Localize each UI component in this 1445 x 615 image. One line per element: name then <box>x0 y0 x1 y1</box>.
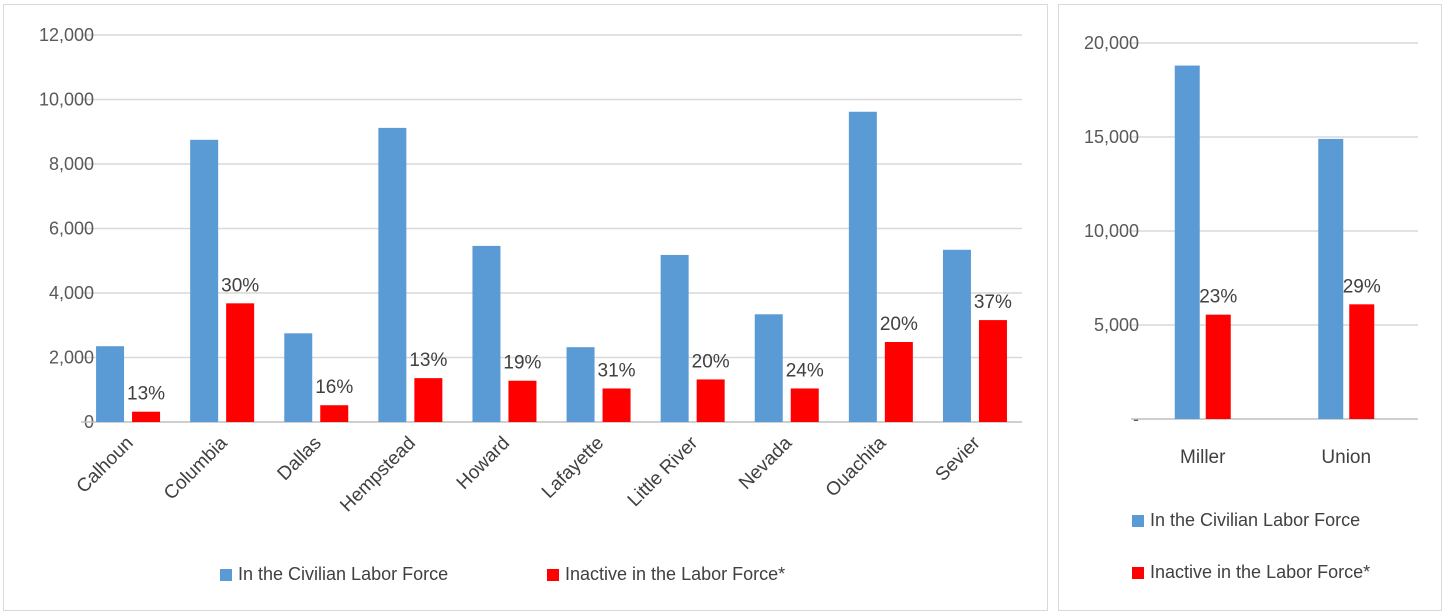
bar-in-the-civilian-labor-force-sevier <box>942 249 971 422</box>
legend-swatch-inactive-in-the-labor-force <box>547 569 559 581</box>
data-label-union: 29% <box>1343 276 1381 297</box>
bar-in-the-civilian-labor-force-dallas <box>284 333 313 422</box>
data-label-ouachita: 20% <box>880 314 918 335</box>
x-category-label: Nevada <box>735 432 796 493</box>
bar-inactive-in-the-labor-force-little-river <box>696 379 725 422</box>
legend-swatch-in-the-civilian-labor-force <box>1132 515 1144 527</box>
x-category-label: Little River <box>624 432 703 511</box>
y-tick-label: 20,000 <box>1084 33 1139 53</box>
bar-inactive-in-the-labor-force-sevier <box>978 320 1007 422</box>
legend-label-in-the-civilian-labor-force: In the Civilian Labor Force <box>238 564 448 584</box>
legend-label-inactive-in-the-labor-force: Inactive in the Labor Force* <box>1150 562 1370 582</box>
data-label-howard: 19% <box>503 353 541 374</box>
y-tick-label: 12,000 <box>39 25 94 45</box>
data-label-dallas: 16% <box>315 377 353 398</box>
bar-inactive-in-the-labor-force-union <box>1349 304 1375 419</box>
x-category-label: Columbia <box>160 432 232 504</box>
legend-swatch-in-the-civilian-labor-force <box>220 569 232 581</box>
x-category-label: Lafayette <box>538 433 608 503</box>
y-tick-label: 4,000 <box>49 283 94 303</box>
bar-in-the-civilian-labor-force-howard <box>472 245 501 422</box>
bar-in-the-civilian-labor-force-miller <box>1174 65 1200 419</box>
bar-inactive-in-the-labor-force-dallas <box>320 405 349 422</box>
data-label-little-river: 20% <box>692 351 730 372</box>
legend-label-in-the-civilian-labor-force: In the Civilian Labor Force <box>1150 510 1360 530</box>
county-labor-chart: 02,0004,0006,0008,00010,00012,00013%Calh… <box>39 25 1022 584</box>
data-label-nevada: 24% <box>786 360 824 381</box>
x-category-label: Hempstead <box>336 433 420 517</box>
legend-label-inactive-in-the-labor-force: Inactive in the Labor Force* <box>565 564 785 584</box>
bar-in-the-civilian-labor-force-little-river <box>660 254 689 422</box>
data-label-miller: 23% <box>1199 287 1237 308</box>
y-tick-label: 6,000 <box>49 219 94 239</box>
data-label-calhoun: 13% <box>127 384 165 405</box>
chart-panel-counties: 0 2,000 4,000 6,000 8,000 10,000 12,000 13% Calh… <box>3 4 1048 611</box>
bar-inactive-in-the-labor-force-nevada <box>790 388 819 422</box>
bar-in-the-civilian-labor-force-columbia <box>190 139 219 422</box>
y-tick-label: 10,000 <box>1084 221 1139 241</box>
x-category-label: Dallas <box>274 433 326 485</box>
bar-inactive-in-the-labor-force-hempstead <box>414 378 443 422</box>
y-tick-label: 10,000 <box>39 90 94 110</box>
bar-inactive-in-the-labor-force-lafayette <box>602 388 631 422</box>
bar-inactive-in-the-labor-force-calhoun <box>132 411 161 422</box>
bar-inactive-in-the-labor-force-howard <box>508 380 537 422</box>
x-category-label: Ouachita <box>822 432 891 501</box>
legend-swatch-inactive-in-the-labor-force <box>1132 567 1144 579</box>
data-label-lafayette: 31% <box>598 360 636 381</box>
y-tick-label: 5,000 <box>1094 315 1139 335</box>
x-category-label: Calhoun <box>73 433 138 498</box>
x-category-label: Howard <box>453 433 514 494</box>
data-label-hempstead: 13% <box>409 350 447 371</box>
y-tick-label: 2,000 <box>49 348 94 368</box>
data-label-columbia: 30% <box>221 275 259 296</box>
bar-inactive-in-the-labor-force-ouachita <box>884 342 913 422</box>
bar-inactive-in-the-labor-force-miller <box>1205 314 1231 419</box>
chart-panel-miller-union: -5,00010,00015,00020,00023%Miller29%Unio… <box>1058 4 1442 611</box>
data-label-sevier: 37% <box>974 292 1012 313</box>
bar-in-the-civilian-labor-force-union <box>1318 138 1344 419</box>
bar-in-the-civilian-labor-force-ouachita <box>848 111 877 422</box>
x-category-label: Union <box>1321 447 1371 468</box>
x-category-label: Miller <box>1180 447 1226 468</box>
y-tick-label: 15,000 <box>1084 127 1139 147</box>
x-category-label: Sevier <box>932 432 985 485</box>
y-tick-label: 8,000 <box>49 154 94 174</box>
bar-in-the-civilian-labor-force-calhoun <box>96 346 125 422</box>
bar-in-the-civilian-labor-force-nevada <box>754 314 783 422</box>
bar-in-the-civilian-labor-force-hempstead <box>378 127 407 422</box>
bar-inactive-in-the-labor-force-columbia <box>226 303 255 422</box>
bar-in-the-civilian-labor-force-lafayette <box>566 347 595 422</box>
miller-union-labor-chart: -5,00010,00015,00020,00023%Miller29%Unio… <box>1084 33 1418 582</box>
